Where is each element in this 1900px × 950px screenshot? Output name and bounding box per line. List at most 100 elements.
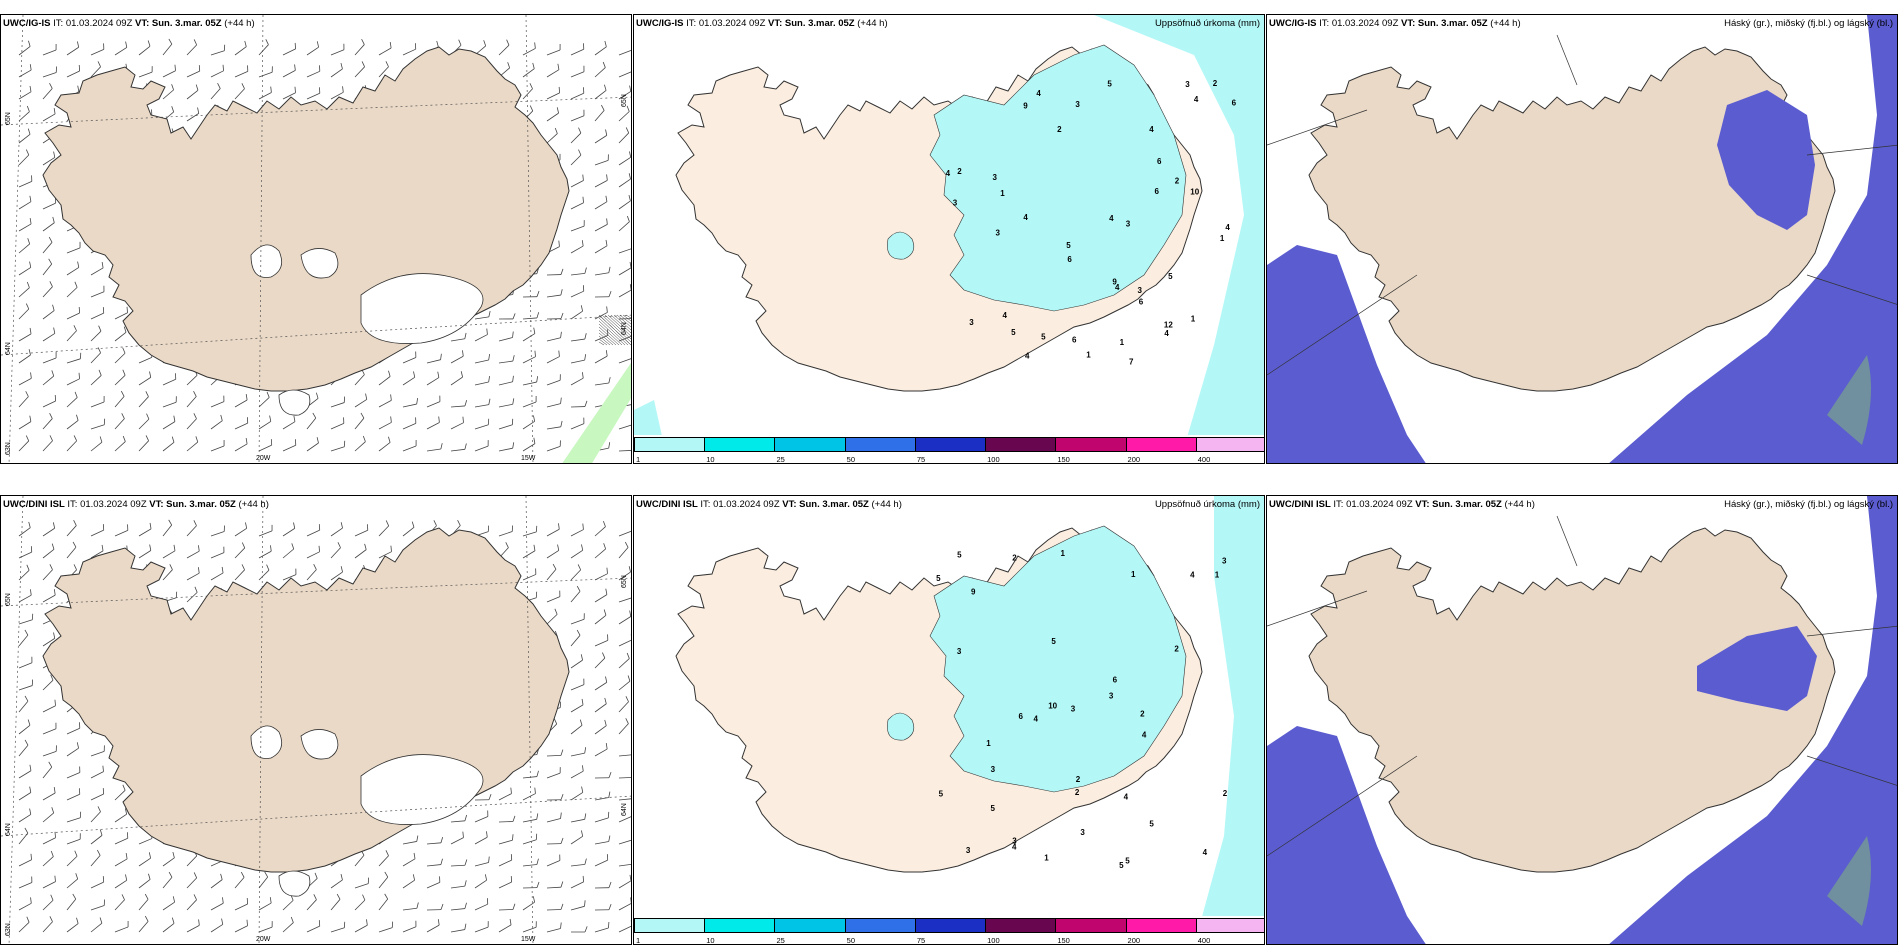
precip-value: 5	[939, 790, 944, 799]
model-name: UWC/IG-IS	[3, 18, 51, 29]
precip-inland-area	[929, 525, 1187, 793]
precip-value: 4	[1190, 571, 1195, 580]
panel-field-title: Háský (gr.), miðský (fj.bl.) og lágský (…	[1724, 499, 1893, 510]
precip-value: 6	[1072, 335, 1077, 344]
longitude-label: 20W	[256, 455, 271, 462]
precip-value: 5	[1119, 861, 1124, 870]
precip-strip	[562, 362, 631, 463]
colorbar-swatch	[1055, 437, 1127, 452]
precip-value: 4	[1012, 843, 1017, 852]
it-label: IT:	[1333, 499, 1344, 510]
it-value: 01.03.2024 09Z	[713, 499, 780, 510]
precip-value: 2	[1076, 775, 1081, 784]
precip-value: 6	[1157, 157, 1162, 166]
precip-value: 4	[1225, 223, 1230, 232]
longitude-label: 15W	[521, 936, 536, 943]
colorbar-tick: 50	[846, 936, 855, 945]
precip-value: 3	[1075, 100, 1080, 109]
precip-value: 6	[1139, 298, 1144, 307]
precip-value: 5	[991, 804, 996, 813]
precip-small-area	[887, 231, 915, 260]
low-cloud-area-west	[1267, 245, 1426, 463]
precip-value: 4	[946, 169, 951, 178]
precip-value: 1	[1000, 189, 1005, 198]
latitude-label: 65N	[5, 112, 12, 125]
colorbar-swatch	[1125, 918, 1197, 933]
colorbar-swatch	[704, 437, 776, 452]
precip-inland-area	[929, 44, 1187, 312]
panel-header: UWC/IG-IS IT: 01.03.2024 09Z VT: Sun. 3.…	[1269, 18, 1521, 29]
colorbar-swatch	[1055, 918, 1127, 933]
colorbar-tick: 10	[706, 936, 715, 945]
latitude-label: 64N	[621, 803, 628, 816]
low-cloud-area	[1609, 15, 1897, 463]
vt-value: Sun. 3.mar. 05Z	[799, 499, 869, 510]
precip-sea-area	[1094, 15, 1264, 463]
colorbar-swatch	[774, 918, 846, 933]
colorbar-tick: 150	[1057, 936, 1070, 945]
vt-label: VT:	[149, 499, 164, 510]
it-label: IT:	[700, 499, 711, 510]
precip-value: 6	[1067, 255, 1072, 264]
precip-value: 2	[1075, 788, 1080, 797]
precip-colorbar: 1 10 25 50 75 100 150 200 400	[634, 916, 1264, 944]
precip-map-panel[interactable]: 7 9 4 3 2 1 1 4 6 5 3 4 5 9 6 3 3 4 5 10 12 4 4 4 3 6 3 1 1 2 6 2 4 5 4 6 5 2…	[633, 14, 1265, 464]
cloud-map-panel[interactable]: UWC/IG-IS IT: 01.03.2024 09Z VT: Sun. 3.…	[1266, 14, 1898, 464]
panel-header: UWC/IG-IS IT: 01.03.2024 09Z VT: Sun. 3.…	[3, 18, 255, 29]
latitude-label: 64N	[5, 823, 12, 836]
precip-value: 2	[1223, 789, 1228, 798]
colorbar-swatch	[1125, 437, 1197, 452]
colorbar-tick: 1	[636, 455, 641, 464]
precip-value: 3	[957, 647, 962, 656]
precip-value: 3	[969, 318, 974, 327]
precip-value: 10	[1048, 701, 1057, 710]
precip-value: 4	[1109, 214, 1114, 223]
it-label: IT:	[67, 499, 78, 510]
model-name: UWC/IG-IS	[1269, 18, 1317, 29]
precip-value: 3	[953, 198, 958, 207]
glacier-area	[250, 725, 283, 759]
precip-value: 1	[1060, 549, 1065, 558]
lead-time: (+44 h)	[857, 18, 888, 29]
precip-value: 4	[1036, 89, 1041, 98]
precip-value: 4	[1142, 730, 1147, 739]
precip-value: 10	[1190, 188, 1199, 197]
precip-value: 12	[1164, 320, 1173, 329]
high-cloud-area	[1827, 836, 1871, 926]
precip-small-area	[887, 712, 915, 741]
panel-field-title: Háský (gr.), miðský (fj.bl.) og lágský (…	[1724, 18, 1893, 29]
colorbar-swatch	[844, 918, 916, 933]
precip-value: 4	[1164, 329, 1169, 338]
wind-map-panel[interactable]: UWC/DINI ISL IT: 01.03.2024 09Z VT: Sun.…	[0, 495, 632, 945]
glacier-area	[360, 273, 484, 344]
colorbar-swatch	[985, 918, 1057, 933]
low-cloud-land-area	[1697, 626, 1817, 711]
cloud-map	[1267, 15, 1897, 463]
precip-map-panel[interactable]: 1 5 3 5 2 9 6 4 1 5 4 3 10 2 1 3 3 4 4 5 4 3 6 3 2 1 5 3 5 4 3 5 2 1 5 2 2 UW…	[633, 495, 1265, 945]
lead-time: (+44 h)	[238, 499, 269, 510]
precip-value: 1	[1044, 853, 1049, 862]
latitude-label: 65N	[5, 593, 12, 606]
colorbar-tick: 400	[1197, 455, 1211, 464]
wind-map-panel[interactable]: UWC/IG-IS IT: 01.03.2024 09Z VT: Sun. 3.…	[0, 14, 632, 464]
precip-value: 3	[1138, 286, 1143, 295]
cloud-map	[1267, 496, 1897, 944]
colorbar-tick: 50	[846, 455, 855, 464]
precip-value: 3	[1080, 828, 1085, 837]
precip-value: 9	[1112, 277, 1117, 286]
precip-value: 4	[1149, 125, 1154, 134]
it-value: 01.03.2024 09Z	[1346, 499, 1413, 510]
cloud-map-panel[interactable]: UWC/DINI ISL IT: 01.03.2024 09Z VT: Sun.…	[1266, 495, 1898, 945]
precip-colorbar: 1 10 25 50 75 100 150 200 400	[634, 435, 1264, 463]
colorbar-swatch	[914, 918, 987, 933]
it-value: 01.03.2024 09Z	[80, 499, 147, 510]
lead-time: (+44 h)	[871, 499, 902, 510]
vt-label: VT:	[1415, 499, 1430, 510]
precip-value: 9	[971, 588, 976, 597]
precip-value: 4	[1025, 352, 1030, 361]
colorbar-tick: 400	[1197, 936, 1211, 945]
iceland-landmass	[42, 527, 570, 873]
colorbar-tick: 10	[706, 455, 715, 464]
